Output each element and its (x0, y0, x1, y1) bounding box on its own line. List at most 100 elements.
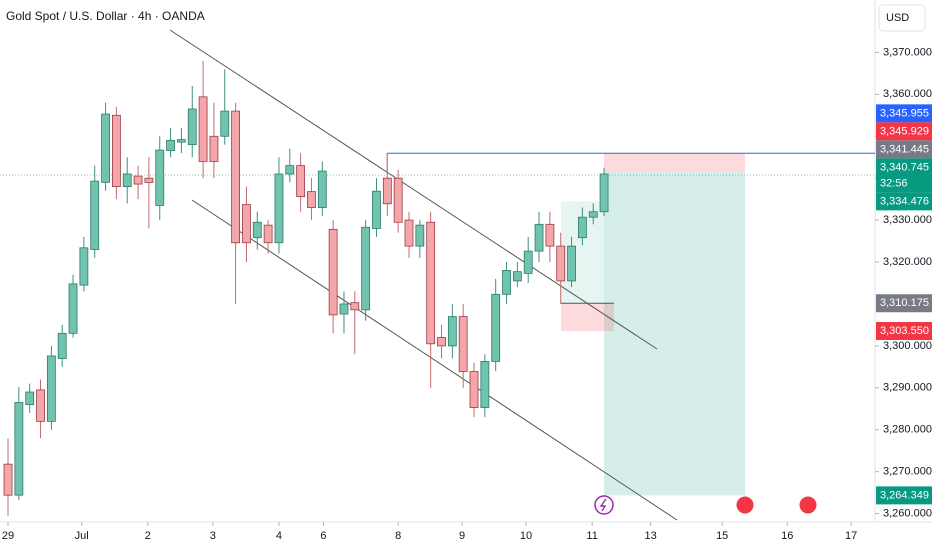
y-tick-label: 3,270.000 (883, 466, 932, 478)
candle-body (166, 140, 175, 151)
candle-body (122, 173, 132, 187)
x-tick-label: 2 (145, 530, 151, 542)
x-tick-label: 10 (520, 530, 532, 542)
x-tick-label: 9 (459, 530, 465, 542)
candle-body (372, 190, 381, 229)
candle-body (577, 216, 587, 239)
stop-zone-small (561, 303, 614, 332)
candle-body (469, 371, 479, 408)
y-tick-label: 3,360.000 (883, 88, 932, 100)
event-icon[interactable] (594, 495, 614, 515)
y-tick-label: 3,290.000 (883, 382, 932, 394)
candle-body (404, 219, 414, 247)
price-badge-label: 3,334.476 (880, 195, 929, 207)
trend-line (191, 199, 678, 521)
price-badge (876, 192, 932, 211)
event-icons (594, 495, 818, 515)
candle-body (285, 165, 295, 175)
price-badge-label: 3,345.955 (880, 107, 929, 119)
price-badge-label: 3,303.550 (880, 325, 929, 337)
x-tick-label: 13 (645, 530, 657, 542)
x-tick-label: 3 (210, 530, 216, 542)
price-badge (876, 158, 932, 193)
candle-body (491, 293, 501, 362)
candle-body (361, 226, 371, 311)
candle-body (133, 175, 143, 185)
candle-body (36, 389, 45, 422)
event-icon[interactable] (798, 495, 818, 515)
candle-body (198, 96, 208, 162)
candle-body (523, 250, 533, 274)
candle-body (307, 191, 316, 208)
candle-body (231, 110, 241, 244)
x-tick-label: 15 (716, 530, 728, 542)
stop-zone (604, 153, 745, 173)
price-badge-label: 3,340.745 (880, 161, 929, 173)
price-badge (876, 104, 932, 123)
price-badge (876, 140, 932, 159)
price-badge-label: 3,345.929 (880, 125, 929, 137)
y-axis: 3,260.000 3,270.000 3,280.000 3,290.000 3,30… (2, 46, 932, 542)
candle-body (382, 177, 392, 205)
candle-body (556, 245, 566, 282)
candle-body (567, 245, 576, 282)
candle-body (263, 224, 273, 244)
event-icon-glyph (599, 498, 607, 512)
candle-body (79, 247, 89, 286)
price-badge (876, 486, 932, 505)
x-tick-label: Jul (75, 530, 89, 542)
candle-body (502, 270, 511, 295)
y-tick-label: 3,320.000 (883, 256, 932, 268)
candle-body (242, 204, 251, 244)
candle-body (447, 316, 457, 347)
x-tick-label: 11 (586, 530, 597, 542)
currency-label[interactable]: USD (886, 12, 909, 24)
candle-body (209, 135, 219, 162)
countdown: 32:56 (880, 177, 908, 189)
candle-body (274, 173, 284, 244)
candle-body (458, 316, 468, 372)
x-tick-label: 8 (395, 530, 401, 542)
candle-body (426, 221, 436, 345)
candle-body (437, 337, 446, 347)
candle-body (68, 283, 78, 334)
candle-body (46, 355, 56, 422)
price-badge (876, 122, 932, 141)
currency-button[interactable] (878, 4, 926, 32)
candle-body (220, 110, 230, 137)
y-tick-label: 3,260.000 (883, 508, 932, 520)
y-tick-label: 3,300.000 (883, 340, 932, 352)
candle-body (144, 177, 154, 183)
candle-body (328, 228, 338, 316)
candle-body (155, 149, 165, 206)
candle-body (512, 271, 522, 282)
price-badge-label: 3,341.445 (880, 143, 929, 155)
candle-body (393, 177, 403, 223)
candle-body (187, 108, 197, 146)
trend-line (169, 29, 658, 350)
candle-body (252, 221, 262, 239)
candle-body (111, 114, 121, 187)
candle-body (317, 170, 327, 208)
candle-body (415, 224, 425, 247)
candle-body (296, 165, 306, 198)
price-badge-label: 3,264.349 (880, 489, 929, 501)
x-tick-label: 17 (845, 530, 857, 542)
candle-body (14, 402, 24, 496)
chart-title: Gold Spot / U.S. Dollar · 4h · OANDA (6, 9, 205, 23)
y-tick-label: 3,330.000 (883, 214, 932, 226)
candle-body (101, 113, 110, 183)
candle-body (588, 211, 598, 218)
candle-body (350, 302, 360, 311)
price-badge-label: 3,310.175 (880, 297, 929, 309)
y-tick-label: 3,280.000 (883, 424, 932, 436)
candle-body (599, 173, 609, 213)
event-icon[interactable] (735, 495, 755, 515)
target-zone (604, 172, 745, 496)
x-tick-label: 16 (781, 530, 793, 542)
price-badge (876, 294, 932, 313)
candle-body (3, 463, 13, 496)
x-tick-label: 6 (320, 530, 326, 542)
